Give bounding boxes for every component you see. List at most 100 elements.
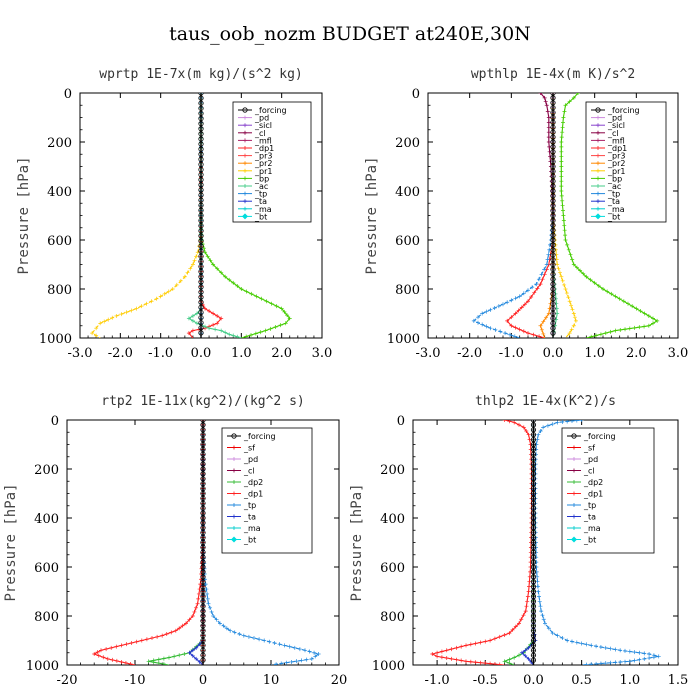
legend-marker xyxy=(231,536,237,543)
point-marker xyxy=(559,189,564,193)
point-marker xyxy=(200,564,206,570)
point-marker xyxy=(570,639,574,644)
legend-label: _bt xyxy=(583,536,596,545)
point-marker xyxy=(530,544,537,551)
point-marker xyxy=(594,333,599,338)
legend-label: _pr1 xyxy=(254,167,272,176)
series-line-dp2 xyxy=(148,420,204,665)
point-marker xyxy=(213,327,218,332)
legend-label: _ta xyxy=(607,197,620,206)
point-marker xyxy=(198,314,204,321)
legend-marker xyxy=(596,153,600,158)
point-marker xyxy=(459,644,464,649)
point-marker xyxy=(205,254,210,259)
point-marker xyxy=(254,294,259,299)
point-marker xyxy=(134,639,139,644)
point-marker xyxy=(526,299,530,304)
point-marker xyxy=(170,287,175,291)
point-marker xyxy=(541,425,546,430)
point-marker xyxy=(282,643,287,648)
point-marker xyxy=(530,613,537,619)
point-marker xyxy=(200,608,206,614)
legend-label: _forcing xyxy=(243,432,276,441)
point-marker xyxy=(536,432,541,437)
legend-label: _bt xyxy=(254,212,267,221)
point-marker xyxy=(560,278,565,283)
point-marker xyxy=(478,640,483,645)
point-marker xyxy=(530,446,537,452)
point-marker xyxy=(530,569,537,575)
chart-panel-1: wprtp 1E-7x(m kg)/(s^2 kg) Pressure [hPa]… xyxy=(16,67,332,361)
point-marker xyxy=(200,574,206,580)
series-group xyxy=(90,93,292,338)
point-marker xyxy=(139,304,144,309)
point-marker xyxy=(507,661,512,665)
point-marker xyxy=(190,328,195,333)
point-marker xyxy=(200,549,206,555)
point-marker xyxy=(224,626,229,631)
point-marker xyxy=(539,609,544,614)
point-marker xyxy=(559,159,564,164)
x-tick-label: 3.0 xyxy=(312,346,333,361)
point-marker xyxy=(550,325,556,331)
point-marker xyxy=(231,280,236,285)
point-marker xyxy=(550,217,556,223)
point-marker xyxy=(567,99,572,104)
point-marker xyxy=(603,331,608,336)
point-marker xyxy=(538,429,543,434)
point-marker xyxy=(530,520,537,526)
point-marker xyxy=(530,642,537,649)
point-marker xyxy=(550,631,555,636)
point-marker xyxy=(559,135,564,140)
point-marker xyxy=(517,621,521,626)
point-marker xyxy=(198,146,204,152)
y-tick-label: 800 xyxy=(380,610,405,625)
point-marker xyxy=(651,655,656,660)
point-marker xyxy=(454,645,459,650)
legend-marker xyxy=(572,480,576,484)
point-marker xyxy=(521,425,526,430)
point-marker xyxy=(545,257,550,262)
point-marker xyxy=(198,172,204,178)
point-marker xyxy=(550,110,556,116)
point-marker xyxy=(435,650,440,655)
point-marker xyxy=(502,420,507,422)
point-marker xyxy=(578,268,583,273)
y-tick-label: 200 xyxy=(380,463,405,478)
point-marker xyxy=(530,549,537,555)
point-marker xyxy=(623,648,627,653)
point-marker xyxy=(492,636,497,641)
panel-title: wprtp 1E-7x(m kg)/(s^2 kg) xyxy=(99,67,303,82)
legend-label: _mfl xyxy=(254,136,272,145)
point-marker xyxy=(205,596,210,601)
point-marker xyxy=(231,333,236,338)
y-tick-label: 0 xyxy=(64,87,72,102)
point-marker xyxy=(198,263,204,270)
series-line-dp1 xyxy=(506,93,554,338)
point-marker xyxy=(198,289,204,295)
point-marker xyxy=(613,647,618,652)
point-marker xyxy=(545,109,550,114)
point-marker xyxy=(530,432,537,438)
point-marker xyxy=(200,451,206,457)
point-marker xyxy=(532,290,537,295)
point-marker xyxy=(550,310,556,317)
point-marker xyxy=(198,182,204,188)
point-marker xyxy=(156,657,161,662)
point-marker xyxy=(200,420,206,423)
point-marker xyxy=(237,631,242,636)
point-marker xyxy=(307,649,312,654)
point-marker xyxy=(550,193,556,199)
point-marker xyxy=(105,656,110,661)
point-marker xyxy=(559,193,564,198)
x-tick-label: -20 xyxy=(57,673,78,688)
point-marker xyxy=(505,300,510,305)
legend-marker xyxy=(243,176,247,181)
point-marker xyxy=(192,258,197,263)
point-marker xyxy=(200,569,206,575)
point-marker xyxy=(186,331,191,336)
point-marker xyxy=(269,301,274,306)
point-marker xyxy=(198,284,204,290)
point-marker xyxy=(626,301,630,306)
x-tick-label: -2.0 xyxy=(108,346,133,361)
